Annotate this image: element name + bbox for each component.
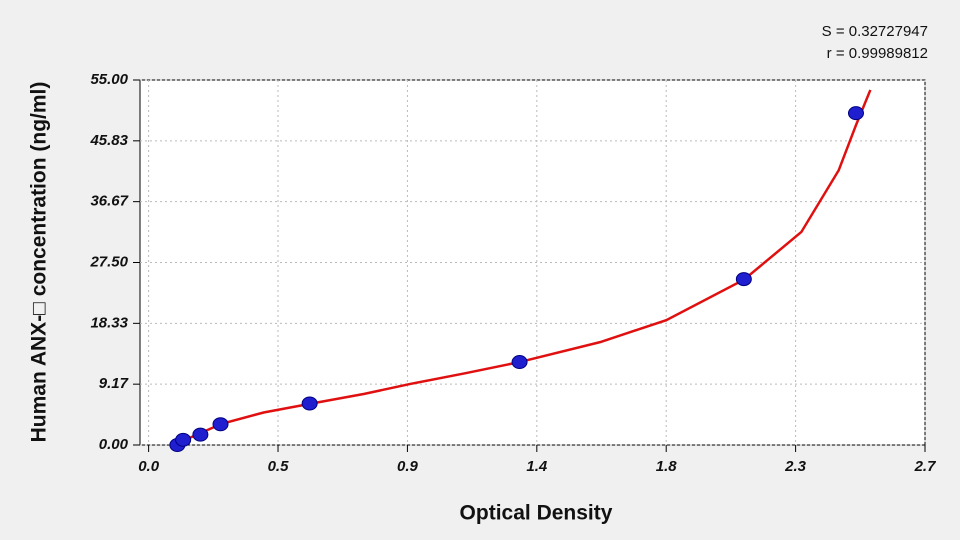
- y-tick-label: 27.50: [89, 253, 128, 270]
- x-axis-label: Optical Density: [460, 502, 613, 525]
- data-point: [511, 355, 528, 370]
- annotation: S = 0.32727947: [822, 23, 928, 40]
- y-tick-label: 45.83: [89, 132, 128, 149]
- x-tick-label: 0.9: [397, 458, 419, 475]
- x-tick-label: 2.7: [914, 458, 937, 475]
- annotation: r = 0.99989812: [827, 45, 928, 62]
- y-tick-label: 9.17: [99, 375, 129, 392]
- plot-area: [139, 79, 926, 446]
- data-point: [735, 272, 752, 287]
- x-tick-label: 2.3: [784, 458, 807, 475]
- data-point: [212, 417, 229, 432]
- y-tick-label: 0.00: [99, 436, 129, 453]
- x-tick-label: 1.8: [656, 458, 678, 475]
- y-tick-label: 18.33: [90, 314, 128, 331]
- x-tick-label: 0.0: [138, 458, 160, 475]
- y-tick-label: 55.00: [90, 71, 128, 88]
- y-axis-label: Human ANX-□ concentration (ng/ml): [28, 82, 51, 443]
- data-point: [192, 427, 209, 442]
- data-point: [847, 106, 864, 121]
- x-tick-label: 0.5: [268, 458, 290, 475]
- y-tick-label: 36.67: [90, 193, 128, 210]
- data-point: [175, 432, 192, 447]
- data-point: [301, 396, 318, 411]
- fit-curve: [173, 89, 872, 445]
- x-tick-label: 1.4: [526, 458, 548, 475]
